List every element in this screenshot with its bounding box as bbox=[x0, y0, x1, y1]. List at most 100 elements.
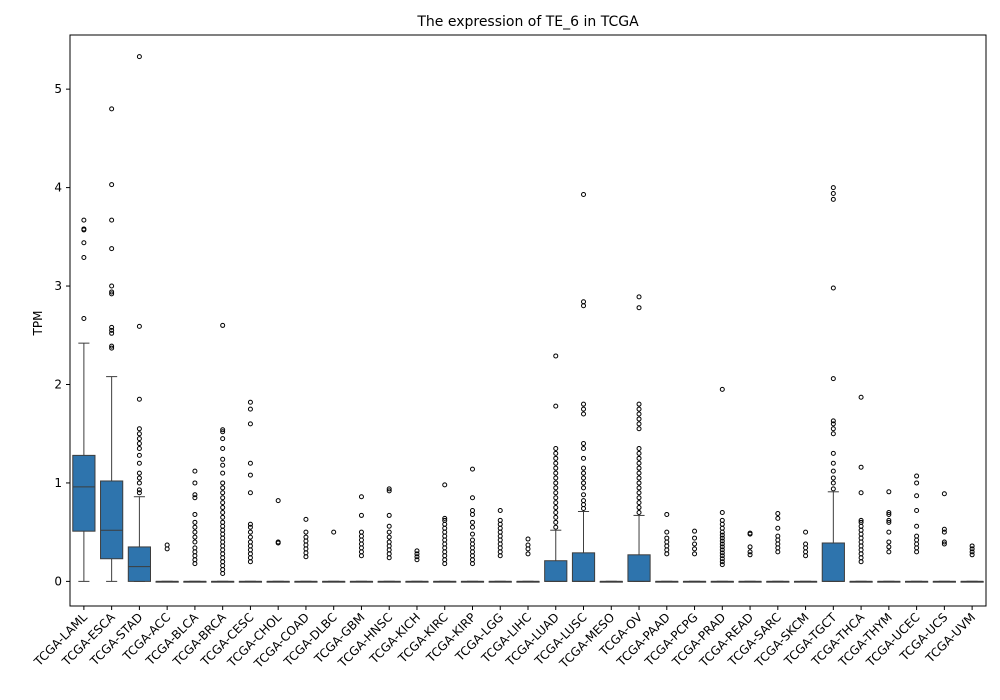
outlier-point bbox=[664, 529, 670, 535]
outlier-point bbox=[109, 283, 115, 289]
box-group bbox=[72, 217, 96, 582]
outlier-point bbox=[581, 401, 587, 407]
outlier-point bbox=[636, 294, 642, 300]
outlier-point bbox=[719, 535, 725, 541]
box bbox=[544, 560, 568, 582]
outlier-point bbox=[525, 536, 531, 542]
outlier-point bbox=[414, 551, 420, 557]
outlier-point bbox=[581, 191, 587, 197]
outlier-point bbox=[525, 542, 531, 548]
outlier-point bbox=[636, 495, 642, 501]
outlier-point bbox=[858, 519, 864, 525]
box bbox=[100, 480, 124, 560]
outlier-point bbox=[692, 535, 698, 541]
outlier-point bbox=[220, 505, 226, 511]
outlier-point bbox=[469, 495, 475, 501]
y-tick-label: 2 bbox=[54, 377, 62, 391]
box-group bbox=[849, 394, 873, 583]
box-group bbox=[738, 530, 762, 583]
box bbox=[72, 454, 96, 532]
outlier-point bbox=[664, 511, 670, 517]
outlier-point bbox=[886, 519, 892, 525]
box-group bbox=[238, 399, 263, 583]
outlier-point bbox=[386, 512, 392, 518]
outlier-point bbox=[747, 544, 753, 550]
outlier-point bbox=[553, 505, 559, 511]
box-group bbox=[571, 191, 596, 582]
outlier-point bbox=[220, 322, 226, 328]
box-group bbox=[655, 511, 679, 583]
outlier-point bbox=[220, 500, 226, 506]
outlier-point bbox=[192, 519, 198, 525]
outlier-point bbox=[81, 217, 87, 223]
outlier-point bbox=[303, 534, 309, 540]
outlier-point bbox=[331, 529, 337, 535]
outlier-point bbox=[719, 550, 725, 556]
outlier-point bbox=[719, 517, 725, 523]
outlier-point bbox=[830, 285, 836, 291]
y-tick-label: 5 bbox=[54, 82, 62, 96]
outlier-point bbox=[636, 416, 642, 422]
outlier-point bbox=[220, 456, 226, 462]
outlier-point bbox=[220, 429, 226, 435]
outlier-point bbox=[109, 330, 115, 336]
outlier-point bbox=[553, 353, 559, 359]
outlier-point bbox=[636, 485, 642, 491]
outlier-point bbox=[386, 539, 392, 545]
box-group bbox=[433, 482, 457, 583]
outlier-point bbox=[220, 509, 226, 515]
outlier-point bbox=[414, 548, 420, 554]
outlier-point bbox=[914, 523, 920, 529]
outlier-point bbox=[109, 217, 115, 223]
outlier-point bbox=[220, 490, 226, 496]
outlier-point bbox=[136, 460, 142, 466]
outlier-point bbox=[81, 316, 87, 322]
outlier-point bbox=[775, 533, 781, 539]
outlier-point bbox=[469, 508, 475, 514]
outlier-point bbox=[553, 480, 559, 486]
outlier-point bbox=[192, 492, 198, 498]
outlier-point bbox=[636, 460, 642, 466]
box-group bbox=[100, 106, 124, 582]
outlier-point bbox=[636, 475, 642, 481]
chart-title: The expression of TE_6 in TCGA bbox=[416, 14, 639, 30]
outlier-point bbox=[636, 500, 642, 506]
outlier-point bbox=[247, 490, 253, 496]
outlier-point bbox=[719, 538, 725, 544]
box-group bbox=[599, 580, 623, 583]
box-group bbox=[710, 386, 734, 583]
outlier-point bbox=[636, 455, 642, 461]
box-group bbox=[155, 542, 179, 583]
outlier-point bbox=[220, 436, 226, 442]
y-axis-label: TPM bbox=[31, 311, 45, 337]
outlier-point bbox=[830, 196, 836, 202]
outlier-point bbox=[136, 480, 142, 486]
box-group bbox=[183, 468, 207, 583]
outlier-point bbox=[386, 523, 392, 529]
y-tick-label: 3 bbox=[54, 279, 62, 293]
outlier-point bbox=[220, 495, 226, 501]
outlier-point bbox=[830, 480, 836, 486]
outlier-point bbox=[830, 450, 836, 456]
outlier-point bbox=[109, 343, 115, 349]
outlier-point bbox=[719, 547, 725, 553]
box-group bbox=[877, 489, 901, 583]
outlier-point bbox=[830, 486, 836, 492]
outlier-point bbox=[719, 553, 725, 559]
outlier-point bbox=[136, 452, 142, 458]
outlier-point bbox=[220, 480, 226, 486]
outlier-point bbox=[830, 475, 836, 481]
outlier-point bbox=[886, 549, 892, 555]
outlier-point bbox=[109, 106, 115, 112]
outlier-point bbox=[636, 421, 642, 427]
outlier-point bbox=[747, 549, 753, 555]
box bbox=[821, 542, 845, 582]
outlier-point bbox=[358, 529, 364, 535]
outlier-point bbox=[442, 515, 448, 521]
outlier-point bbox=[553, 490, 559, 496]
outlier-point bbox=[136, 470, 142, 476]
outlier-point bbox=[830, 460, 836, 466]
outlier-point bbox=[192, 539, 198, 545]
